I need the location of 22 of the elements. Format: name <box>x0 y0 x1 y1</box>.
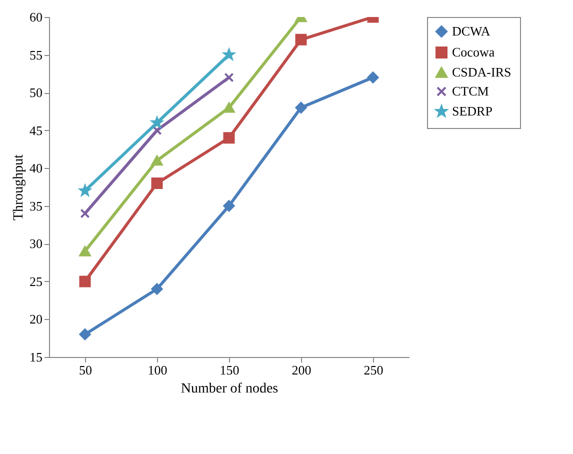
legend-label: SEDRP <box>452 104 492 118</box>
x-tick-label: 50 <box>79 362 92 378</box>
legend-label: DCWA <box>452 24 491 38</box>
y-axis-title: Throughput <box>12 154 26 221</box>
y-tick-label: 25 <box>30 274 42 289</box>
y-tick-label: 55 <box>30 47 42 62</box>
x-tick-label: 250 <box>364 362 384 378</box>
x-tick-label: 200 <box>292 362 312 378</box>
x-axis-title: Number of nodes <box>180 382 278 396</box>
y-tick-label: 30 <box>30 236 42 252</box>
y-tick-label: 45 <box>30 122 42 138</box>
legend-label: CSDA-IRS <box>452 64 512 80</box>
y-tick-label: 20 <box>30 312 42 327</box>
legend-label: CTCM <box>452 84 490 98</box>
y-tick-label: 60 <box>30 10 42 24</box>
y-tick-label: 40 <box>30 160 42 176</box>
x-tick-label: 150 <box>220 362 240 378</box>
y-tick-label: 50 <box>30 85 42 100</box>
x-tick-label: 100 <box>148 362 168 378</box>
y-tick-label: 15 <box>30 350 42 364</box>
y-tick-label: 35 <box>30 198 42 214</box>
legend-label: Cocowa <box>452 44 495 60</box>
